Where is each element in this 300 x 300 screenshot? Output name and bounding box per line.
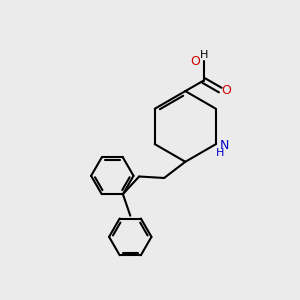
Text: H: H	[216, 148, 224, 158]
Text: O: O	[190, 55, 200, 68]
Text: H: H	[200, 50, 208, 60]
Text: N: N	[220, 139, 229, 152]
Text: O: O	[221, 84, 231, 97]
